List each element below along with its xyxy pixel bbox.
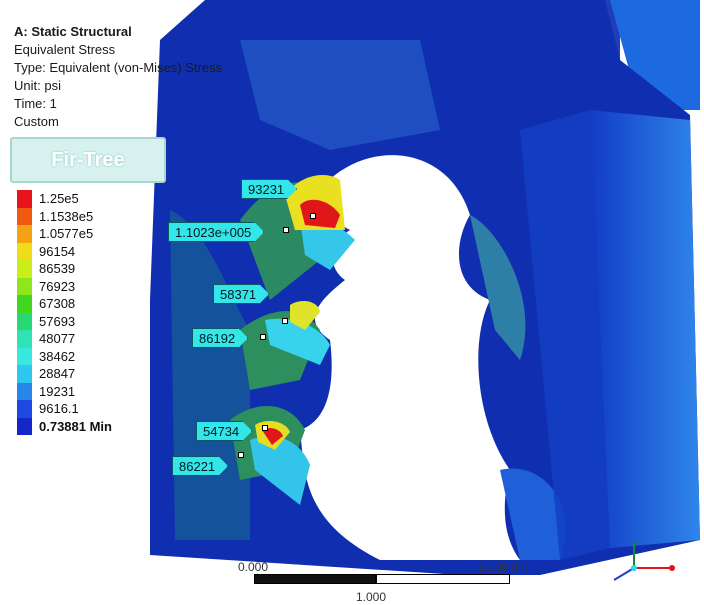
probe-label[interactable]: 58371 <box>213 284 269 304</box>
result-unit: Unit: psi <box>14 78 61 93</box>
legend-swatch <box>17 347 32 365</box>
stress-band-right <box>470 215 526 360</box>
stress-band-top <box>240 40 440 150</box>
probe-label[interactable]: 54734 <box>196 421 252 441</box>
probe-label[interactable]: 1.1023e+005 <box>168 222 264 242</box>
legend-swatch <box>17 295 32 313</box>
legend-label: 19231 <box>39 383 76 399</box>
probe-marker <box>260 334 266 340</box>
legend-label: 9616.1 <box>39 401 79 416</box>
tooth-face-2 <box>265 318 330 365</box>
scale-label-mid: 1.000 <box>356 590 387 604</box>
hotspot-low-red <box>262 428 283 445</box>
legend-label: 86539 <box>39 261 76 276</box>
probe-label[interactable]: 86221 <box>172 456 228 476</box>
result-time: Time: 1 <box>14 96 57 111</box>
legend-mode: Custom <box>14 114 59 129</box>
legend-label: 67308 <box>39 296 76 311</box>
legend-label: 1.1538e5 <box>39 208 94 224</box>
legend-swatch <box>17 242 32 260</box>
result-type: Type: Equivalent (von-Mises) Stress <box>14 60 223 75</box>
legend-swatch <box>17 400 32 418</box>
model-side-face <box>590 110 700 548</box>
analysis-title: A: Static Structural <box>14 24 132 39</box>
legend-swatch <box>17 382 32 400</box>
legend-swatch <box>17 277 32 295</box>
legend-swatch <box>17 225 32 243</box>
tooth-face-3 <box>250 436 310 505</box>
legend-label: 1.0577e5 <box>39 226 94 241</box>
probe-marker <box>262 425 268 431</box>
model-side-face-dark <box>520 110 610 560</box>
probe-label[interactable]: 86192 <box>192 328 248 348</box>
legend-label: 28847 <box>39 366 76 381</box>
axis-triad-icon[interactable] <box>596 540 686 590</box>
scale-label-zero: 0.000 <box>238 560 269 574</box>
legend-label: 76923 <box>39 278 76 294</box>
legend-swatch <box>17 312 32 330</box>
probe-marker <box>282 318 288 324</box>
scale-segment-light <box>376 574 510 584</box>
legend-label: 38462 <box>39 348 76 364</box>
legend-label: 0.73881 Min <box>39 418 112 434</box>
legend-swatch <box>17 330 32 348</box>
scale-segment-dark <box>254 574 376 584</box>
scale-bar <box>254 574 510 586</box>
result-label: Equivalent Stress <box>14 42 116 57</box>
probe-label[interactable]: 93231 <box>241 179 297 199</box>
tooth-face-1 <box>300 218 355 270</box>
legend-label: 96154 <box>39 243 76 259</box>
result-name-box[interactable]: Fir-Tree <box>10 137 166 183</box>
legend-swatch <box>17 207 32 225</box>
probe-marker <box>283 227 289 233</box>
hotspot-top-red <box>300 199 340 228</box>
legend-label: 48077 <box>39 331 76 346</box>
probe-marker <box>310 213 316 219</box>
legend-swatch <box>17 190 32 208</box>
legend-swatch <box>17 260 32 278</box>
legend-swatch <box>17 365 32 383</box>
legend-label: 1.25e5 <box>39 191 79 206</box>
hotspot-mid-yellow <box>290 300 320 330</box>
stress-band-right-2 <box>500 468 566 560</box>
legend-swatch <box>17 417 32 435</box>
legend-label: 57693 <box>39 313 76 329</box>
probe-marker <box>238 452 244 458</box>
scale-label-max: 2.000 (in) <box>478 560 529 574</box>
